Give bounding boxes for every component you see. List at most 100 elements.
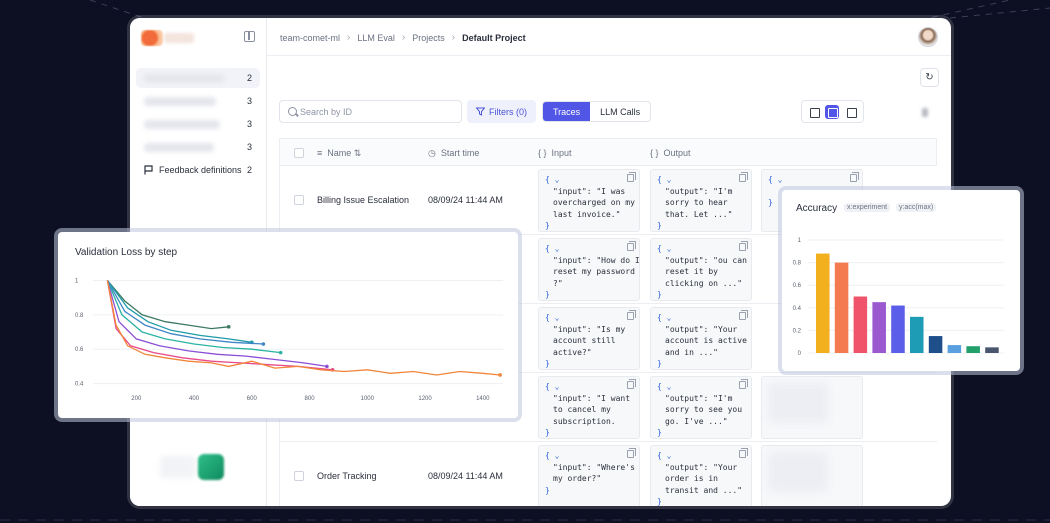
search-input[interactable]: Search by ID: [279, 100, 462, 123]
x-axis-tag: x:experiment: [844, 203, 891, 212]
input-cell[interactable]: { ⌄ "input": "Is my account still active?…: [538, 307, 640, 370]
bar: [891, 305, 905, 353]
row-checkbox[interactable]: [294, 471, 304, 481]
view-tabs: Traces LLM Calls: [542, 101, 652, 122]
tab-traces[interactable]: Traces: [543, 102, 591, 121]
output-cell[interactable]: { ⌄ "output": "ou can reset it by clickin…: [650, 238, 752, 301]
medium-view-icon[interactable]: [825, 104, 840, 119]
output-cell[interactable]: { ⌄ "output": "Your account is active and…: [650, 307, 752, 370]
table-row[interactable]: { ⌄ "input": "I want to cancel my subscri…: [279, 373, 937, 442]
column-header-start-time[interactable]: ◷ Start time: [428, 148, 480, 158]
copy-icon[interactable]: [739, 379, 748, 389]
sidebar-item-label: [144, 73, 224, 83]
sidebar-item-1[interactable]: 2: [136, 68, 260, 88]
column-header-output[interactable]: { } Output: [650, 148, 691, 158]
copy-icon[interactable]: [739, 448, 748, 458]
breadcrumb-llm-eval[interactable]: LLM Eval: [357, 32, 395, 43]
y-tick-label: 0.6: [793, 283, 802, 289]
series-line: [106, 280, 327, 368]
bar: [910, 316, 924, 353]
copy-icon[interactable]: [627, 379, 636, 389]
table-row[interactable]: { ⌄ "input": "Is my account still active?…: [279, 304, 937, 373]
sidebar-item-count: 3: [246, 119, 252, 129]
chart-title: Accuracy: [796, 203, 838, 214]
y-axis-tag: y:acc(max): [896, 203, 937, 212]
input-cell[interactable]: { ⌄ "input": "I want to cancel my subscri…: [538, 376, 640, 439]
y-tick-label: 1: [75, 278, 79, 284]
table-row[interactable]: { ⌄ "input": "How do I reset my password …: [279, 235, 937, 304]
column-header-name[interactable]: ≡ Name ⇅: [317, 148, 362, 158]
copy-icon[interactable]: [739, 241, 748, 251]
filters-label: Filters (0): [489, 106, 527, 117]
footer-logo: [198, 454, 224, 480]
refresh-button[interactable]: ↻: [920, 68, 939, 87]
copy-icon[interactable]: [627, 310, 636, 320]
column-header-input[interactable]: { } Input: [538, 148, 572, 158]
sidebar-item-count: 2: [246, 73, 252, 83]
tab-llm-calls[interactable]: LLM Calls: [600, 106, 641, 117]
series-line: [106, 279, 229, 330]
table-row[interactable]: Order Tracking 08/09/24 11:44 AM { ⌄ "inp…: [279, 442, 937, 506]
series-end-point: [498, 373, 502, 377]
series-line: [106, 280, 252, 343]
input-cell[interactable]: { ⌄ "input": "How do I reset my password …: [538, 238, 640, 301]
breadcrumb-projects[interactable]: Projects: [412, 32, 445, 43]
x-tick-label: 800: [305, 396, 316, 402]
metadata-cell[interactable]: [761, 376, 863, 439]
sidebar-item-3[interactable]: 3: [136, 114, 260, 134]
flag-icon: [144, 165, 153, 175]
y-tick-label: 0.8: [793, 261, 802, 267]
x-tick-label: 200: [131, 396, 142, 402]
output-cell[interactable]: { ⌄ "output": "I'm sorry to hear that. Le…: [650, 169, 752, 232]
breadcrumb: team-comet-ml › LLM Eval › Projects › De…: [280, 32, 526, 43]
avatar[interactable]: [918, 27, 938, 47]
table-header: ≡ Name ⇅ ◷ Start time { } Input { } Outp…: [279, 138, 937, 166]
sidebar-item-4[interactable]: 3: [136, 137, 260, 157]
blurred-content: [768, 452, 828, 492]
sidebar-item-feedback-definitions[interactable]: Feedback definitions 2: [136, 160, 260, 180]
breadcrumb-current: Default Project: [462, 32, 526, 43]
copy-icon[interactable]: [627, 448, 636, 458]
row-start-time: 08/09/24 11:44 AM: [428, 195, 503, 205]
large-view-icon[interactable]: [844, 105, 858, 119]
copy-icon[interactable]: [850, 172, 859, 182]
y-tick-label: 0.4: [75, 382, 84, 388]
breadcrumb-workspace[interactable]: team-comet-ml: [280, 32, 341, 43]
bar: [872, 302, 886, 353]
search-icon: [288, 107, 297, 116]
metadata-cell[interactable]: [761, 445, 863, 506]
sidebar-item-label: [144, 96, 216, 106]
logo-wordmark: [164, 33, 194, 43]
output-cell[interactable]: { ⌄ "output": "Your order is in transit a…: [650, 445, 752, 506]
compact-view-icon[interactable]: [807, 105, 821, 119]
input-cell[interactable]: { ⌄ "input": "Where's my order?"}: [538, 445, 640, 506]
bar: [853, 296, 868, 353]
copy-icon[interactable]: [739, 310, 748, 320]
copy-icon[interactable]: [627, 241, 636, 251]
filters-button[interactable]: Filters (0): [467, 100, 536, 123]
row-checkbox[interactable]: [294, 195, 304, 205]
chevron-right-icon: ›: [401, 32, 406, 43]
chart-title: Validation Loss by step: [75, 247, 178, 258]
validation-loss-card: Validation Loss by step 0.4 0.6 0.8 1 200 400…: [58, 232, 518, 418]
output-cell[interactable]: { ⌄ "output": "I'm sorry to see you go. I…: [650, 376, 752, 439]
sidebar-item-label: [144, 142, 214, 152]
bar: [928, 336, 943, 353]
bar: [966, 346, 980, 353]
y-tick-label: 0.2: [793, 328, 802, 334]
input-cell[interactable]: { ⌄ "input": "I was overcharged on my las…: [538, 169, 640, 232]
sidebar-item-2[interactable]: 3: [136, 91, 260, 111]
filter-icon: [476, 107, 485, 116]
sidebar-item-label: Feedback definitions: [159, 165, 242, 175]
series-line: [106, 280, 281, 354]
search-placeholder: Search by ID: [300, 106, 353, 117]
copy-icon[interactable]: [739, 172, 748, 182]
select-all-checkbox[interactable]: [294, 148, 304, 158]
copy-icon[interactable]: [627, 172, 636, 182]
y-tick-label: 0.8: [75, 313, 84, 319]
table-row[interactable]: Billing Issue Escalation 08/09/24 11:44 …: [279, 166, 937, 235]
y-tick-label: 0.6: [75, 347, 84, 353]
sidebar-item-count: 3: [246, 142, 252, 152]
sidebar-collapse-icon[interactable]: [244, 31, 255, 42]
